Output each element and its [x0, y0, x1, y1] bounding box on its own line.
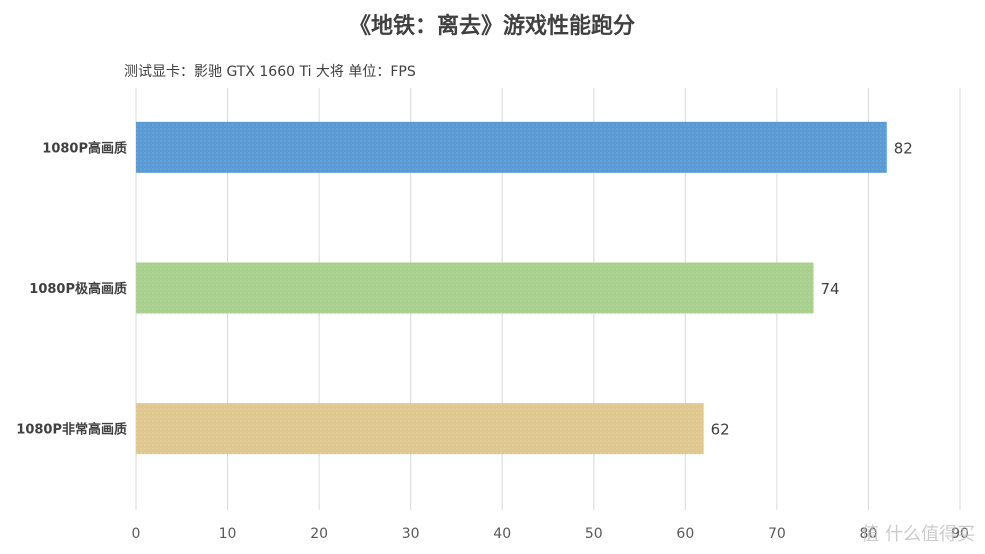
x-tick-label: 40: [493, 526, 511, 542]
chart-subtitle: 测试显卡：影驰 GTX 1660 Ti 大将 单位：FPS: [124, 64, 416, 80]
data-label: 62: [711, 421, 730, 439]
chart-title: 《地铁：离去》游戏性能跑分: [349, 13, 635, 39]
bar: [136, 262, 814, 314]
watermark: 值 什么值得买: [861, 524, 975, 545]
data-label: 82: [894, 139, 913, 157]
y-tick-label: 1080P非常高画质: [16, 422, 127, 438]
x-tick-label: 20: [310, 526, 328, 542]
x-tick-label: 30: [402, 526, 420, 542]
bar-layer: [136, 121, 887, 455]
bar: [136, 403, 704, 455]
x-tick-label: 60: [676, 526, 694, 542]
x-tick-label: 50: [585, 526, 603, 542]
x-tick-label: 90: [951, 526, 969, 542]
label-layer: 0 10 20 30 40 50 60 70 80 90 1080P高画质 82 1080P极高画质 74…: [16, 139, 969, 542]
x-tick-label: 70: [768, 526, 786, 542]
data-label: 74: [821, 280, 840, 298]
y-tick-label: 1080P高画质: [42, 140, 127, 156]
y-tick-label: 1080P极高画质: [29, 281, 127, 297]
x-tick-label: 10: [219, 526, 237, 542]
x-tick-label: 80: [860, 526, 878, 542]
bar: [136, 121, 887, 173]
x-tick-label: 0: [132, 526, 141, 542]
